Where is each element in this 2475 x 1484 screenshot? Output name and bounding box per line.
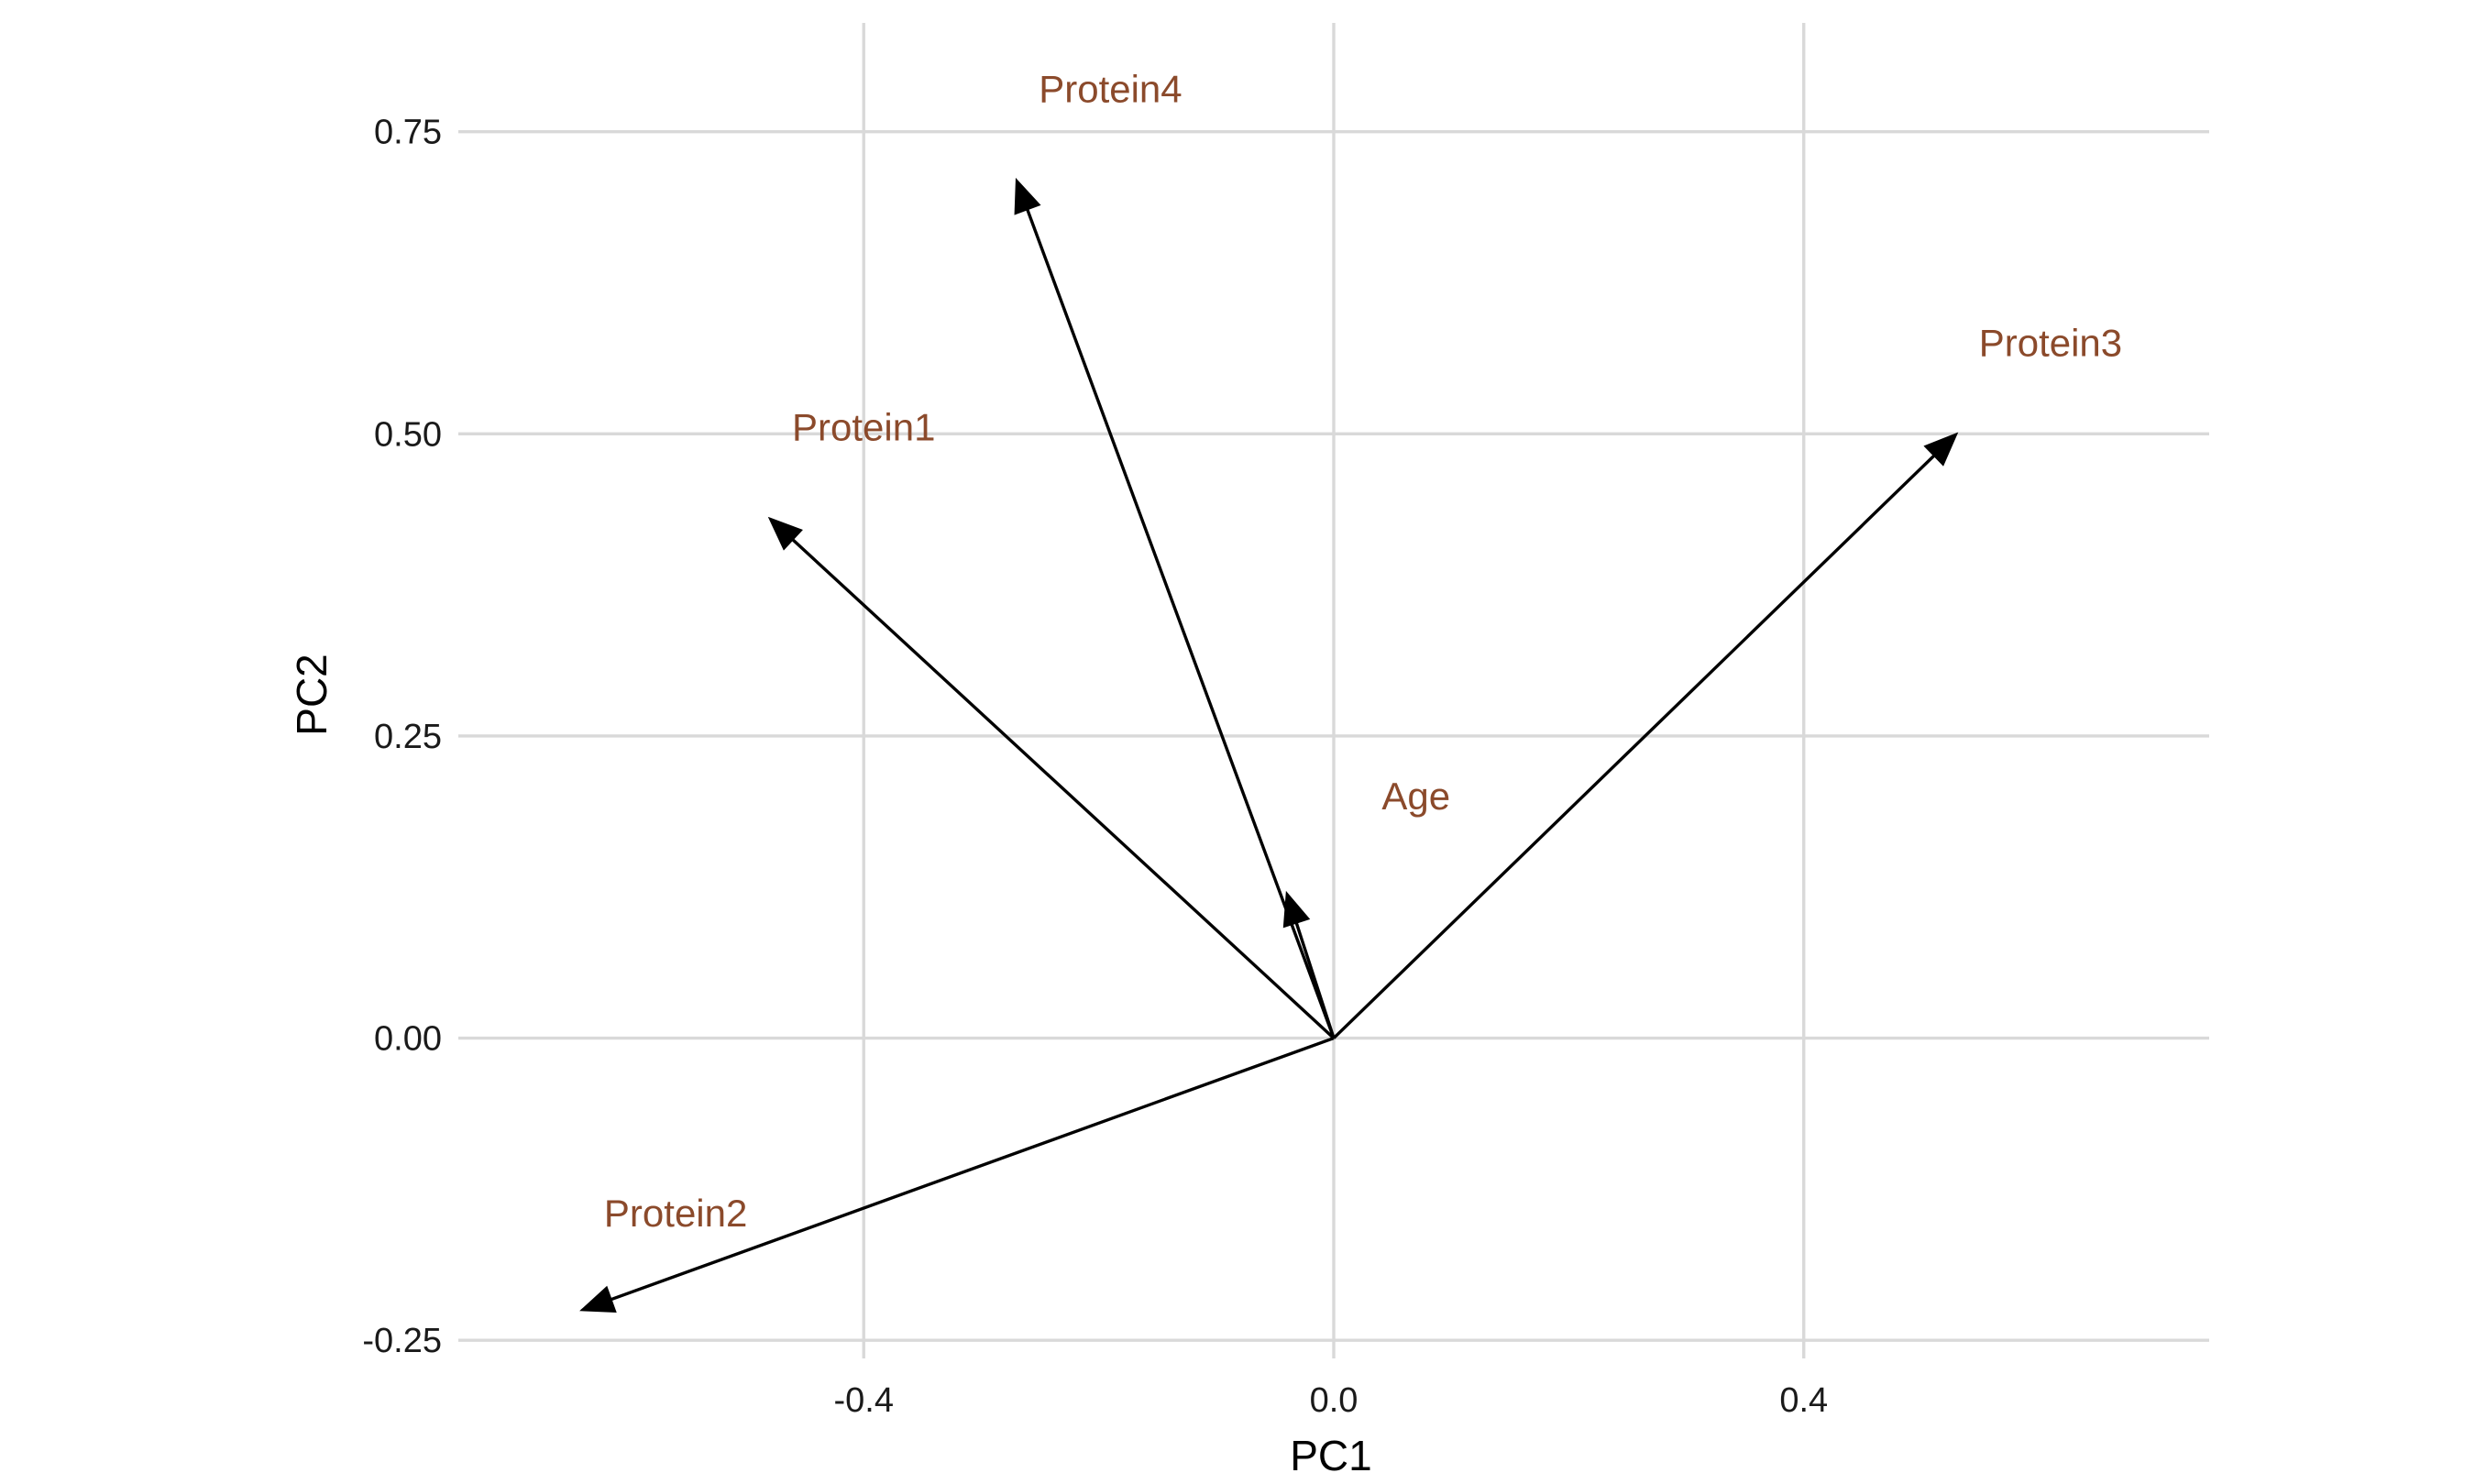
x-tick-label: 0.4 <box>1779 1381 1828 1420</box>
y-axis-title: PC2 <box>288 654 336 735</box>
arrowhead-age <box>1282 890 1311 929</box>
variable-labels: Protein1 Protein2 Protein3 Protein4 Age <box>604 68 2122 1235</box>
arrow-age <box>1294 922 1336 1039</box>
arrow-protein4 <box>1026 208 1336 1039</box>
y-tick-label: -0.25 <box>362 1322 442 1360</box>
loading-arrows <box>579 177 1959 1313</box>
arrowhead-protein2 <box>579 1285 617 1313</box>
y-tick-label: 0.75 <box>374 114 442 152</box>
arrow-protein3 <box>1332 454 1936 1039</box>
x-axis-title: PC1 <box>1290 1432 1371 1479</box>
label-protein1: Protein1 <box>792 406 935 449</box>
arrowhead-protein1 <box>767 516 803 551</box>
x-tick-label: 0.0 <box>1310 1381 1358 1420</box>
y-tick-label: 0.00 <box>374 1020 442 1059</box>
y-tick-label: 0.25 <box>374 718 442 756</box>
x-tick-label: -0.4 <box>834 1381 894 1420</box>
arrowhead-protein4 <box>1014 177 1041 215</box>
label-protein2: Protein2 <box>604 1192 747 1235</box>
tick-labels: -0.4 0.0 0.4 -0.25 0.00 0.25 0.50 0.75 <box>362 114 1828 1420</box>
label-protein4: Protein4 <box>1039 68 1182 111</box>
grid-lines <box>458 23 2209 1358</box>
y-tick-label: 0.50 <box>374 415 442 454</box>
arrow-protein2 <box>610 1036 1335 1302</box>
label-protein3: Protein3 <box>1979 321 2122 364</box>
arrowhead-protein3 <box>1923 432 1959 467</box>
arrow-protein1 <box>791 538 1336 1039</box>
label-age: Age <box>1381 775 1450 818</box>
